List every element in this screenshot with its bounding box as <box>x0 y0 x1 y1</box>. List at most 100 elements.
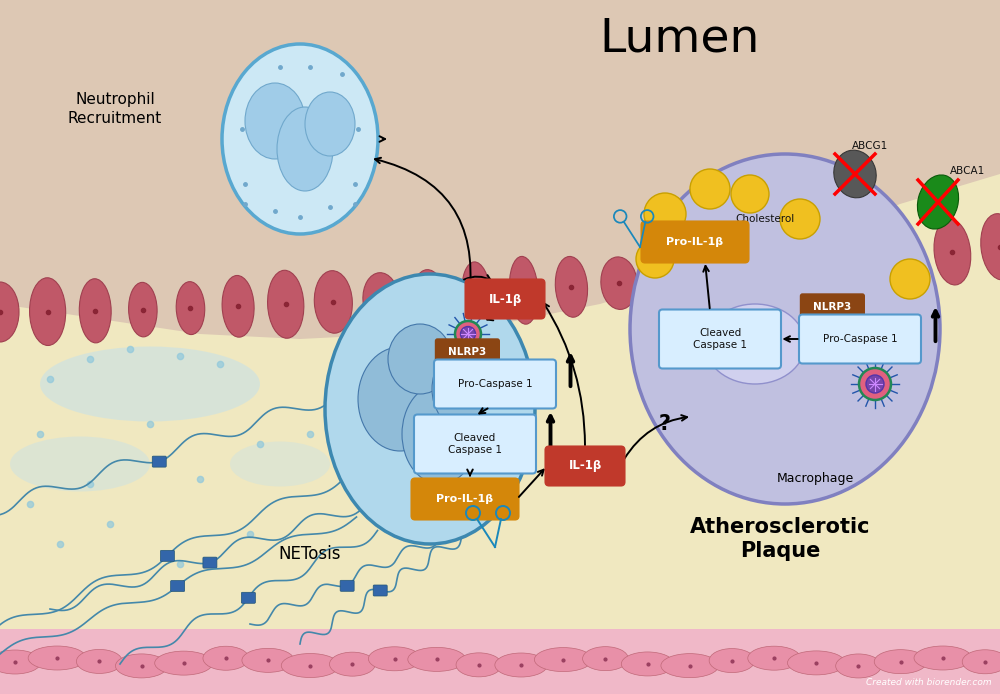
Ellipse shape <box>456 653 502 677</box>
Ellipse shape <box>305 92 355 156</box>
Text: Pro-Caspase 1: Pro-Caspase 1 <box>458 379 532 389</box>
Text: Cleaved
Caspase 1: Cleaved Caspase 1 <box>448 433 502 455</box>
Ellipse shape <box>787 651 845 675</box>
Ellipse shape <box>509 256 538 324</box>
Text: Macrophage: Macrophage <box>776 472 854 485</box>
Ellipse shape <box>40 346 260 421</box>
Ellipse shape <box>277 107 333 191</box>
Ellipse shape <box>601 257 637 310</box>
Ellipse shape <box>630 154 940 504</box>
Ellipse shape <box>836 654 881 678</box>
FancyBboxPatch shape <box>241 592 255 603</box>
Ellipse shape <box>889 229 921 285</box>
Text: Lumen: Lumen <box>600 17 760 62</box>
FancyBboxPatch shape <box>465 280 544 319</box>
Text: ABCG1: ABCG1 <box>852 141 888 151</box>
Ellipse shape <box>874 650 927 674</box>
Ellipse shape <box>76 650 122 673</box>
Ellipse shape <box>222 44 378 234</box>
FancyBboxPatch shape <box>412 478 518 520</box>
Ellipse shape <box>363 273 399 326</box>
Ellipse shape <box>834 150 876 198</box>
FancyBboxPatch shape <box>171 580 185 591</box>
Text: Atherosclerotic
Plaque: Atherosclerotic Plaque <box>690 516 870 561</box>
Ellipse shape <box>661 654 719 677</box>
Ellipse shape <box>314 271 352 333</box>
Ellipse shape <box>388 324 452 394</box>
Ellipse shape <box>495 653 547 677</box>
Ellipse shape <box>408 648 466 671</box>
Ellipse shape <box>534 648 592 672</box>
FancyBboxPatch shape <box>545 446 624 486</box>
Ellipse shape <box>962 650 1000 674</box>
Circle shape <box>690 169 730 209</box>
Ellipse shape <box>242 648 294 672</box>
Ellipse shape <box>934 219 971 285</box>
FancyBboxPatch shape <box>799 314 921 364</box>
Text: ABCA1: ABCA1 <box>950 166 986 176</box>
FancyBboxPatch shape <box>436 339 499 365</box>
Ellipse shape <box>268 270 304 338</box>
Circle shape <box>455 321 481 347</box>
Text: ?: ? <box>659 414 671 434</box>
Ellipse shape <box>432 351 488 427</box>
Text: Created with biorender.com: Created with biorender.com <box>866 678 992 687</box>
Polygon shape <box>0 629 1000 694</box>
Ellipse shape <box>709 649 755 672</box>
Ellipse shape <box>981 214 1000 280</box>
Text: Pro-Caspase 1: Pro-Caspase 1 <box>823 334 897 344</box>
Ellipse shape <box>203 646 249 670</box>
Ellipse shape <box>0 650 41 674</box>
FancyBboxPatch shape <box>340 580 354 591</box>
Ellipse shape <box>176 282 205 335</box>
Ellipse shape <box>583 647 628 670</box>
Circle shape <box>890 259 930 299</box>
Ellipse shape <box>748 646 800 670</box>
Text: IL-1β: IL-1β <box>568 459 602 473</box>
Ellipse shape <box>329 652 375 676</box>
Ellipse shape <box>115 654 168 678</box>
Circle shape <box>859 368 891 400</box>
Ellipse shape <box>705 304 805 384</box>
FancyBboxPatch shape <box>642 221 748 262</box>
Ellipse shape <box>746 237 778 305</box>
Text: NLRP3: NLRP3 <box>448 347 487 357</box>
Ellipse shape <box>325 274 535 544</box>
Circle shape <box>731 175 769 213</box>
Ellipse shape <box>914 646 972 670</box>
Ellipse shape <box>358 347 442 451</box>
FancyBboxPatch shape <box>203 557 217 568</box>
Ellipse shape <box>129 282 157 337</box>
Text: NLRP3: NLRP3 <box>813 302 852 312</box>
FancyBboxPatch shape <box>801 294 864 320</box>
Text: NETosis: NETosis <box>279 545 341 563</box>
Ellipse shape <box>795 237 824 296</box>
FancyBboxPatch shape <box>434 359 556 409</box>
Circle shape <box>780 199 820 239</box>
Ellipse shape <box>30 278 66 346</box>
Polygon shape <box>0 174 1000 694</box>
Ellipse shape <box>79 279 111 343</box>
Ellipse shape <box>843 236 872 288</box>
FancyBboxPatch shape <box>152 456 166 467</box>
Ellipse shape <box>281 654 339 677</box>
Ellipse shape <box>0 282 19 342</box>
FancyBboxPatch shape <box>414 414 536 473</box>
Text: IL-1β: IL-1β <box>488 292 522 305</box>
Ellipse shape <box>155 651 213 675</box>
Text: Cholesterol: Cholesterol <box>735 214 795 224</box>
Ellipse shape <box>28 646 86 670</box>
Ellipse shape <box>462 262 491 325</box>
Ellipse shape <box>230 441 330 486</box>
Ellipse shape <box>917 175 959 229</box>
Ellipse shape <box>368 647 421 671</box>
Ellipse shape <box>413 270 445 323</box>
Text: Cleaved
Caspase 1: Cleaved Caspase 1 <box>693 328 747 350</box>
Ellipse shape <box>696 243 732 307</box>
Text: Pro-IL-1β: Pro-IL-1β <box>436 494 494 504</box>
FancyBboxPatch shape <box>373 585 387 596</box>
Text: Neutrophil
Recruitment: Neutrophil Recruitment <box>68 92 162 126</box>
Ellipse shape <box>555 257 588 317</box>
Ellipse shape <box>621 652 674 676</box>
Ellipse shape <box>402 384 478 484</box>
